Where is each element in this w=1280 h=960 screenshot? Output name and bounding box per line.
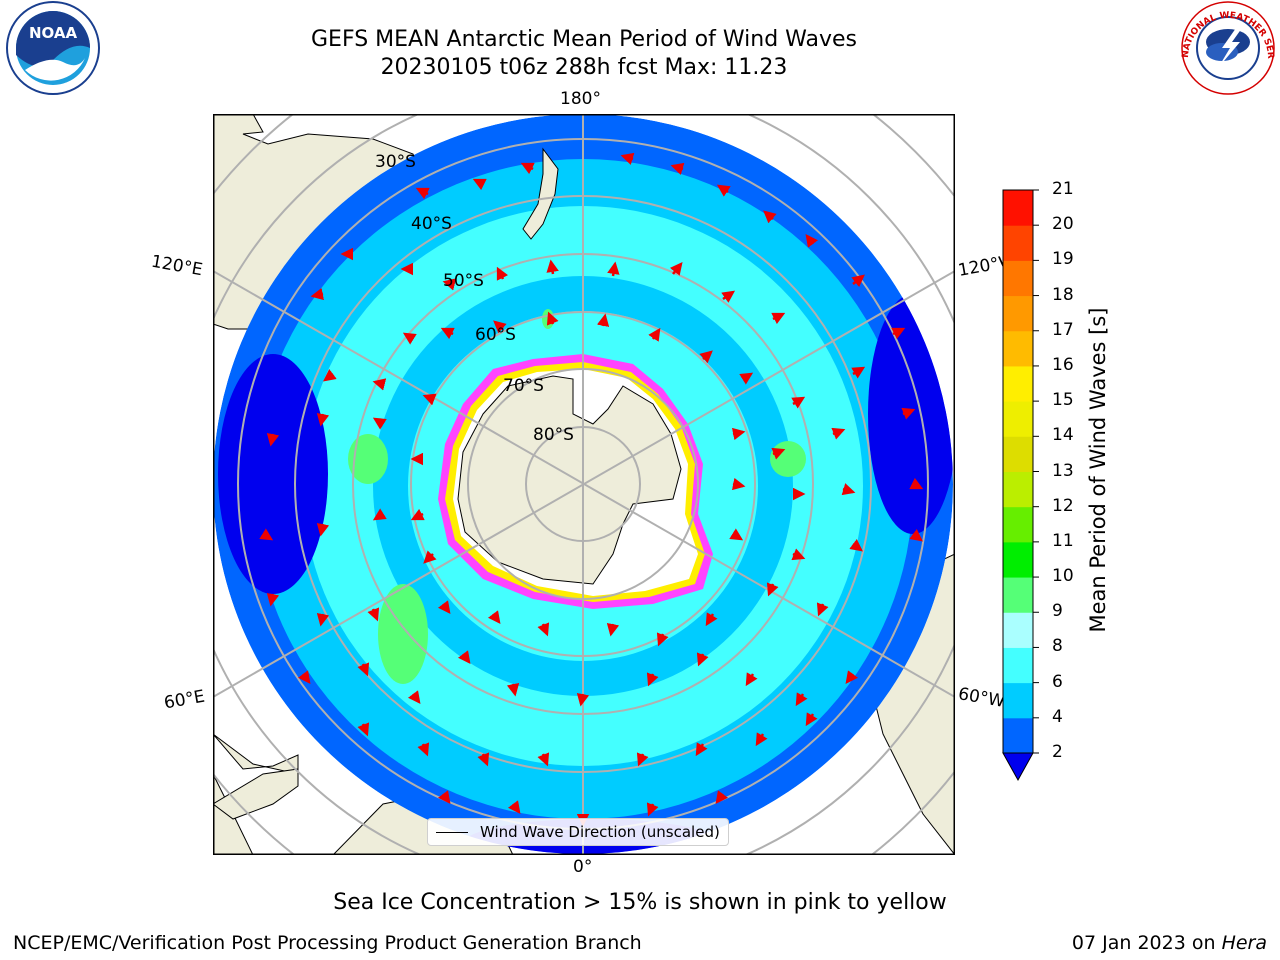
colorbar-segment <box>1003 541 1033 578</box>
legend-label: Wind Wave Direction (unscaled) <box>480 823 720 841</box>
lat-label-60s: 60°S <box>475 325 516 345</box>
lon-label-60w: 60°W <box>956 684 1007 712</box>
colorbar-label: Mean Period of Wind Waves [s] <box>1086 307 1110 633</box>
colorbar-tick-label: 2 <box>1052 742 1063 762</box>
colorbar-tick-label: 19 <box>1052 249 1074 270</box>
colorbar-segment <box>1003 401 1033 437</box>
colorbar-segment <box>1003 295 1033 332</box>
colorbar-segment <box>1003 647 1033 684</box>
lat-label-40s: 40°S <box>411 214 452 234</box>
colorbar-extend-min <box>1002 752 1034 782</box>
colorbar-tick-label: 20 <box>1052 214 1074 235</box>
colorbar-tick-label: 16 <box>1052 354 1074 375</box>
colorbar-tick-label: 9 <box>1052 601 1063 622</box>
lon-label-0: 0° <box>573 857 593 877</box>
colorbar-tick-label: 13 <box>1052 460 1074 481</box>
wind-arrows <box>259 152 924 827</box>
colorbar-tick-label: 12 <box>1052 495 1074 516</box>
footer-date: 07 Jan 2023 on Hera <box>1072 932 1267 954</box>
noaa-logo: NOAA <box>6 1 100 95</box>
lat-label-70s: 70°S <box>503 376 544 396</box>
lat-label-50s: 50°S <box>443 271 484 291</box>
colorbar-tick-label: 11 <box>1052 530 1074 551</box>
colorbar-segment <box>1003 225 1033 261</box>
colorbar-segment <box>1003 577 1033 613</box>
polar-map: 30°S 40°S 50°S 60°S 70°S 80°S <box>213 114 955 855</box>
sea-ice-note: Sea Ice Concentration > 15% is shown in … <box>333 890 947 915</box>
colorbar-tick-label: 17 <box>1052 319 1074 340</box>
lat-label-30s: 30°S <box>375 152 416 172</box>
colorbar-segment <box>1003 471 1033 508</box>
lat-label-80s: 80°S <box>533 425 574 445</box>
colorbar-segment <box>1003 682 1033 719</box>
colorbar-segment <box>1003 260 1033 297</box>
colorbar-segment <box>1003 612 1033 648</box>
colorbar-tick-label: 14 <box>1052 425 1074 446</box>
noaa-logo-text: NOAA <box>29 24 78 42</box>
footer-date-text: 07 Jan 2023 on <box>1071 932 1222 954</box>
colorbar-tick-label: 15 <box>1052 390 1074 411</box>
colorbar-tick-label: 8 <box>1052 636 1063 657</box>
lon-label-180: 180° <box>560 89 601 109</box>
nws-logo: NATIONAL WEATHER SERVICE <box>1178 0 1275 95</box>
colorbar-tick-label: 6 <box>1052 671 1063 692</box>
footer-machine: Hera <box>1221 932 1267 954</box>
new-zealand-land <box>522 147 559 240</box>
map-legend: Wind Wave Direction (unscaled) <box>427 818 729 846</box>
colorbar <box>1002 189 1039 782</box>
lon-label-60e: 60°E <box>162 686 207 714</box>
colorbar-tick-label: 4 <box>1052 706 1063 727</box>
colorbar-tick-label: 18 <box>1052 284 1074 305</box>
antarctica-land <box>457 375 682 585</box>
lon-label-120e: 120°E <box>149 251 205 281</box>
colorbar-segment <box>1003 190 1033 226</box>
footer-branch: NCEP/EMC/Verification Post Processing Pr… <box>13 932 642 954</box>
chart-subtitle: 20230105 t06z 288h fcst Max: 11.23 <box>380 55 788 80</box>
legend-line-swatch <box>436 831 468 833</box>
colorbar-tick-label: 21 <box>1052 179 1074 199</box>
colorbar-segment <box>1003 436 1033 472</box>
chart-title: GEFS MEAN Antarctic Mean Period of Wind … <box>311 27 857 52</box>
colorbar-segment <box>1003 717 1033 754</box>
colorbar-segment <box>1003 330 1033 367</box>
colorbar-tick-label: 10 <box>1052 566 1074 587</box>
colorbar-segment <box>1003 506 1033 543</box>
colorbar-segment <box>1003 365 1033 402</box>
